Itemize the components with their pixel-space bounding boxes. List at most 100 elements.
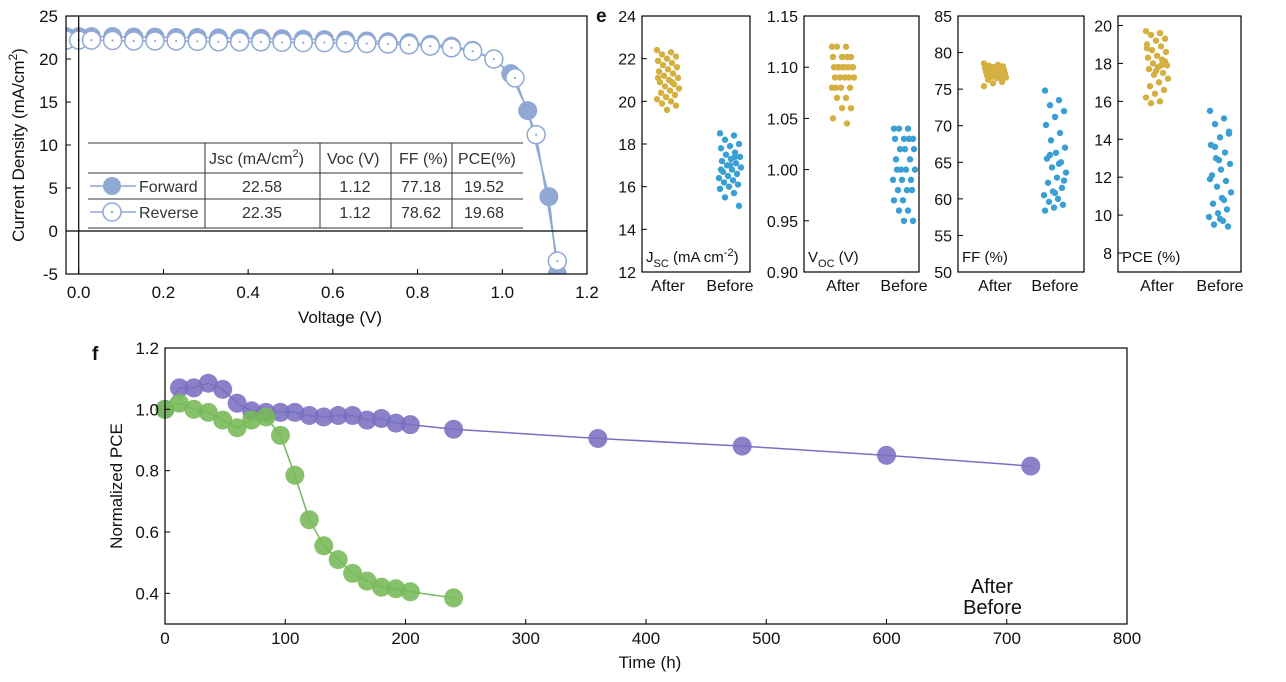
before-point xyxy=(1056,129,1064,137)
before-point xyxy=(724,172,732,180)
scatter-ytick-label: 10 xyxy=(1094,208,1112,225)
jv-axes: 0.0 0.2 0.4 0.6 0.8 1.0 1.2 -5 0 5 10 15 20 25 xyxy=(39,7,599,302)
before-point xyxy=(715,174,723,182)
scatter-ytick-label: 22 xyxy=(618,52,636,69)
before-point xyxy=(1051,189,1059,197)
scatter-ytick-label: 55 xyxy=(934,228,952,245)
before-point xyxy=(285,465,305,485)
scatter-ytick-label: 1.05 xyxy=(767,111,798,128)
after-point xyxy=(675,85,683,92)
after-point xyxy=(833,94,841,102)
before-point xyxy=(1216,215,1224,223)
after-point xyxy=(838,104,846,112)
before-point xyxy=(894,186,902,194)
before-point xyxy=(1045,198,1053,205)
before-point xyxy=(169,393,189,413)
ff-scatter-chart: 50 55 60 65 70 75 80 85 After Before FF (%) xyxy=(934,9,1085,295)
before-point xyxy=(726,162,734,169)
before-point xyxy=(1052,149,1060,156)
before-point xyxy=(737,164,745,171)
after-point xyxy=(1160,86,1168,94)
before-point xyxy=(1046,151,1054,159)
before-point xyxy=(907,176,915,184)
scatter-frame xyxy=(957,15,1085,273)
after-point xyxy=(841,74,849,81)
after-point xyxy=(169,378,189,398)
before-point xyxy=(720,179,728,186)
scatter-ytick-label: 18 xyxy=(1094,56,1112,73)
legend-after-label: After xyxy=(971,576,1014,598)
before-point xyxy=(717,166,725,173)
scatter-ytick-label: 75 xyxy=(934,82,952,99)
before-point xyxy=(716,130,724,137)
after-point xyxy=(659,61,667,69)
scatter-ytick-label: 16 xyxy=(1094,94,1112,111)
legend-forward-marker xyxy=(103,177,121,195)
scatter-category-label: After xyxy=(978,278,1012,295)
table-row-forward-label: Forward xyxy=(139,179,198,196)
stability-ytick-label: 0.6 xyxy=(135,523,159,542)
table-row-reverse-label: Reverse xyxy=(139,205,199,222)
after-point xyxy=(660,72,668,79)
metric-label-main: FF (%) xyxy=(962,249,1008,266)
reverse-point-dot xyxy=(556,260,559,263)
scatter-ytick-label: 0.95 xyxy=(767,214,798,231)
after-point xyxy=(1142,27,1150,35)
reverse-point-dot xyxy=(153,39,157,43)
before-point xyxy=(1221,149,1229,156)
scatter-category-label: Before xyxy=(706,278,753,295)
jv-frame xyxy=(65,15,588,275)
legend-reverse-dot xyxy=(110,210,114,214)
scatter-ytick-label: 1.15 xyxy=(767,9,798,26)
jv-ytick-label: 0 xyxy=(49,222,58,241)
after-point xyxy=(653,46,661,54)
after-point xyxy=(668,59,676,67)
before-point xyxy=(1206,107,1214,115)
before-point xyxy=(906,156,914,163)
scatter-ytick-label: 24 xyxy=(618,9,636,26)
jsc-scatter-chart: 12 14 16 18 20 22 24 After Before JSC (mA cm-2) xyxy=(618,9,753,295)
scatter-ytick-label: 80 xyxy=(934,46,952,63)
scatter-category-label: After xyxy=(1140,278,1174,295)
before-point xyxy=(1055,96,1063,104)
after-point xyxy=(830,63,838,71)
before-point xyxy=(1215,156,1223,164)
before-point xyxy=(1209,200,1217,207)
after-point xyxy=(1149,60,1157,67)
after-point xyxy=(663,55,671,62)
after-point xyxy=(667,98,675,105)
stability-ytick-label: 1.2 xyxy=(135,339,159,358)
after-point xyxy=(732,436,752,456)
after-point xyxy=(667,49,675,56)
before-point xyxy=(721,194,729,201)
before-point xyxy=(895,207,903,214)
after-point xyxy=(846,84,854,91)
before-point xyxy=(1041,87,1049,94)
after-point xyxy=(662,93,670,101)
scatter-ytick-label: 14 xyxy=(1094,132,1112,149)
scatter-ytick-label: 1.00 xyxy=(767,163,798,180)
after-point xyxy=(1152,67,1160,75)
after-point xyxy=(989,80,997,87)
after-point xyxy=(672,102,680,109)
after-point xyxy=(672,53,680,60)
after-point xyxy=(328,405,348,425)
after-point xyxy=(1159,69,1167,77)
after-point xyxy=(842,94,850,102)
reverse-point-dot xyxy=(280,41,284,44)
before-point xyxy=(1211,120,1219,128)
table-reverse-voc: 1.12 xyxy=(339,205,370,222)
after-point xyxy=(836,74,844,81)
before-point xyxy=(1053,174,1061,181)
after-point xyxy=(671,91,679,99)
before-point xyxy=(1059,201,1067,208)
after-point xyxy=(1156,98,1164,105)
stability-ytick-label: 0.4 xyxy=(135,584,159,603)
jv-ytick-label: 5 xyxy=(49,179,58,198)
before-point xyxy=(716,185,724,192)
after-series xyxy=(155,373,1041,476)
before-point xyxy=(343,563,363,583)
after-point xyxy=(285,402,305,422)
before-point xyxy=(892,156,900,163)
reverse-point-dot xyxy=(175,39,178,43)
